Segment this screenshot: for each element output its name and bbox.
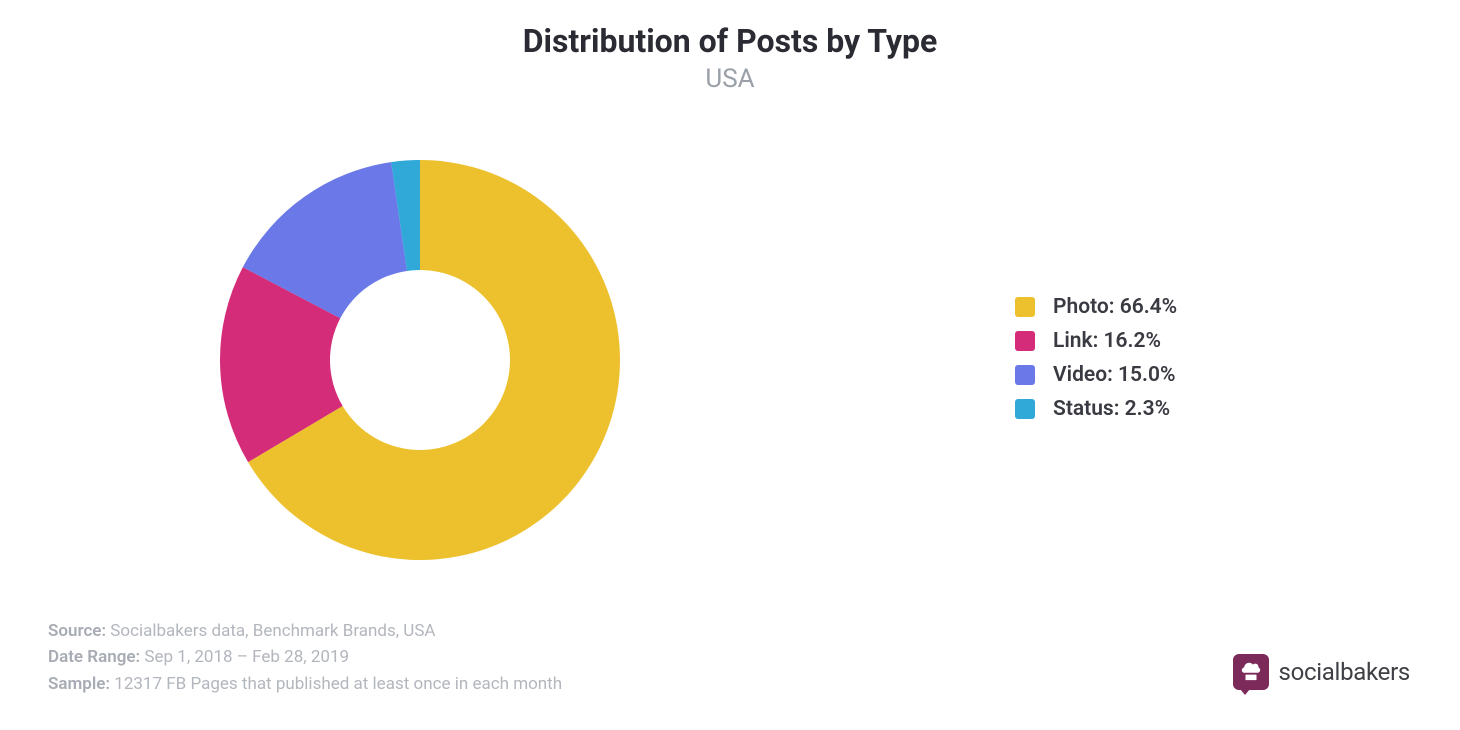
legend-swatch <box>1015 399 1035 419</box>
footer-meta: Source: Socialbakers data, Benchmark Bra… <box>48 619 562 699</box>
legend-label: Status: 2.3% <box>1053 397 1170 421</box>
legend-item: Photo: 66.4% <box>1015 295 1177 319</box>
footer-row: Source: Socialbakers data, Benchmark Bra… <box>48 619 562 645</box>
brand-logo: socialbakers <box>1233 654 1410 690</box>
footer-value: 12317 FB Pages that published at least o… <box>110 674 562 694</box>
footer-value: Socialbakers data, Benchmark Brands, USA <box>106 621 435 641</box>
chef-hat-icon <box>1240 660 1262 682</box>
chart-subtitle: USA <box>0 64 1460 94</box>
chart-title: Distribution of Posts by Type <box>0 22 1460 60</box>
footer-key: Sample: <box>48 674 110 694</box>
donut-svg <box>220 160 620 560</box>
legend-label: Video: 15.0% <box>1053 363 1176 387</box>
donut-chart <box>220 160 620 560</box>
legend-swatch <box>1015 365 1035 385</box>
chart-header: Distribution of Posts by Type USA <box>0 0 1460 94</box>
footer-row: Date Range: Sep 1, 2018 – Feb 28, 2019 <box>48 645 562 671</box>
brand-icon <box>1233 654 1269 690</box>
legend-label: Link: 16.2% <box>1053 329 1161 353</box>
footer-key: Date Range: <box>48 647 140 667</box>
brand-name: socialbakers <box>1279 658 1410 686</box>
legend-swatch <box>1015 331 1035 351</box>
footer-key: Source: <box>48 621 106 641</box>
legend-swatch <box>1015 297 1035 317</box>
legend-item: Video: 15.0% <box>1015 363 1177 387</box>
legend-label: Photo: 66.4% <box>1053 295 1177 319</box>
legend-item: Status: 2.3% <box>1015 397 1177 421</box>
legend: Photo: 66.4% Link: 16.2% Video: 15.0% Statu… <box>1015 295 1177 431</box>
footer-row: Sample: 12317 FB Pages that published at… <box>48 672 562 698</box>
footer-value: Sep 1, 2018 – Feb 28, 2019 <box>140 647 349 667</box>
legend-item: Link: 16.2% <box>1015 329 1177 353</box>
